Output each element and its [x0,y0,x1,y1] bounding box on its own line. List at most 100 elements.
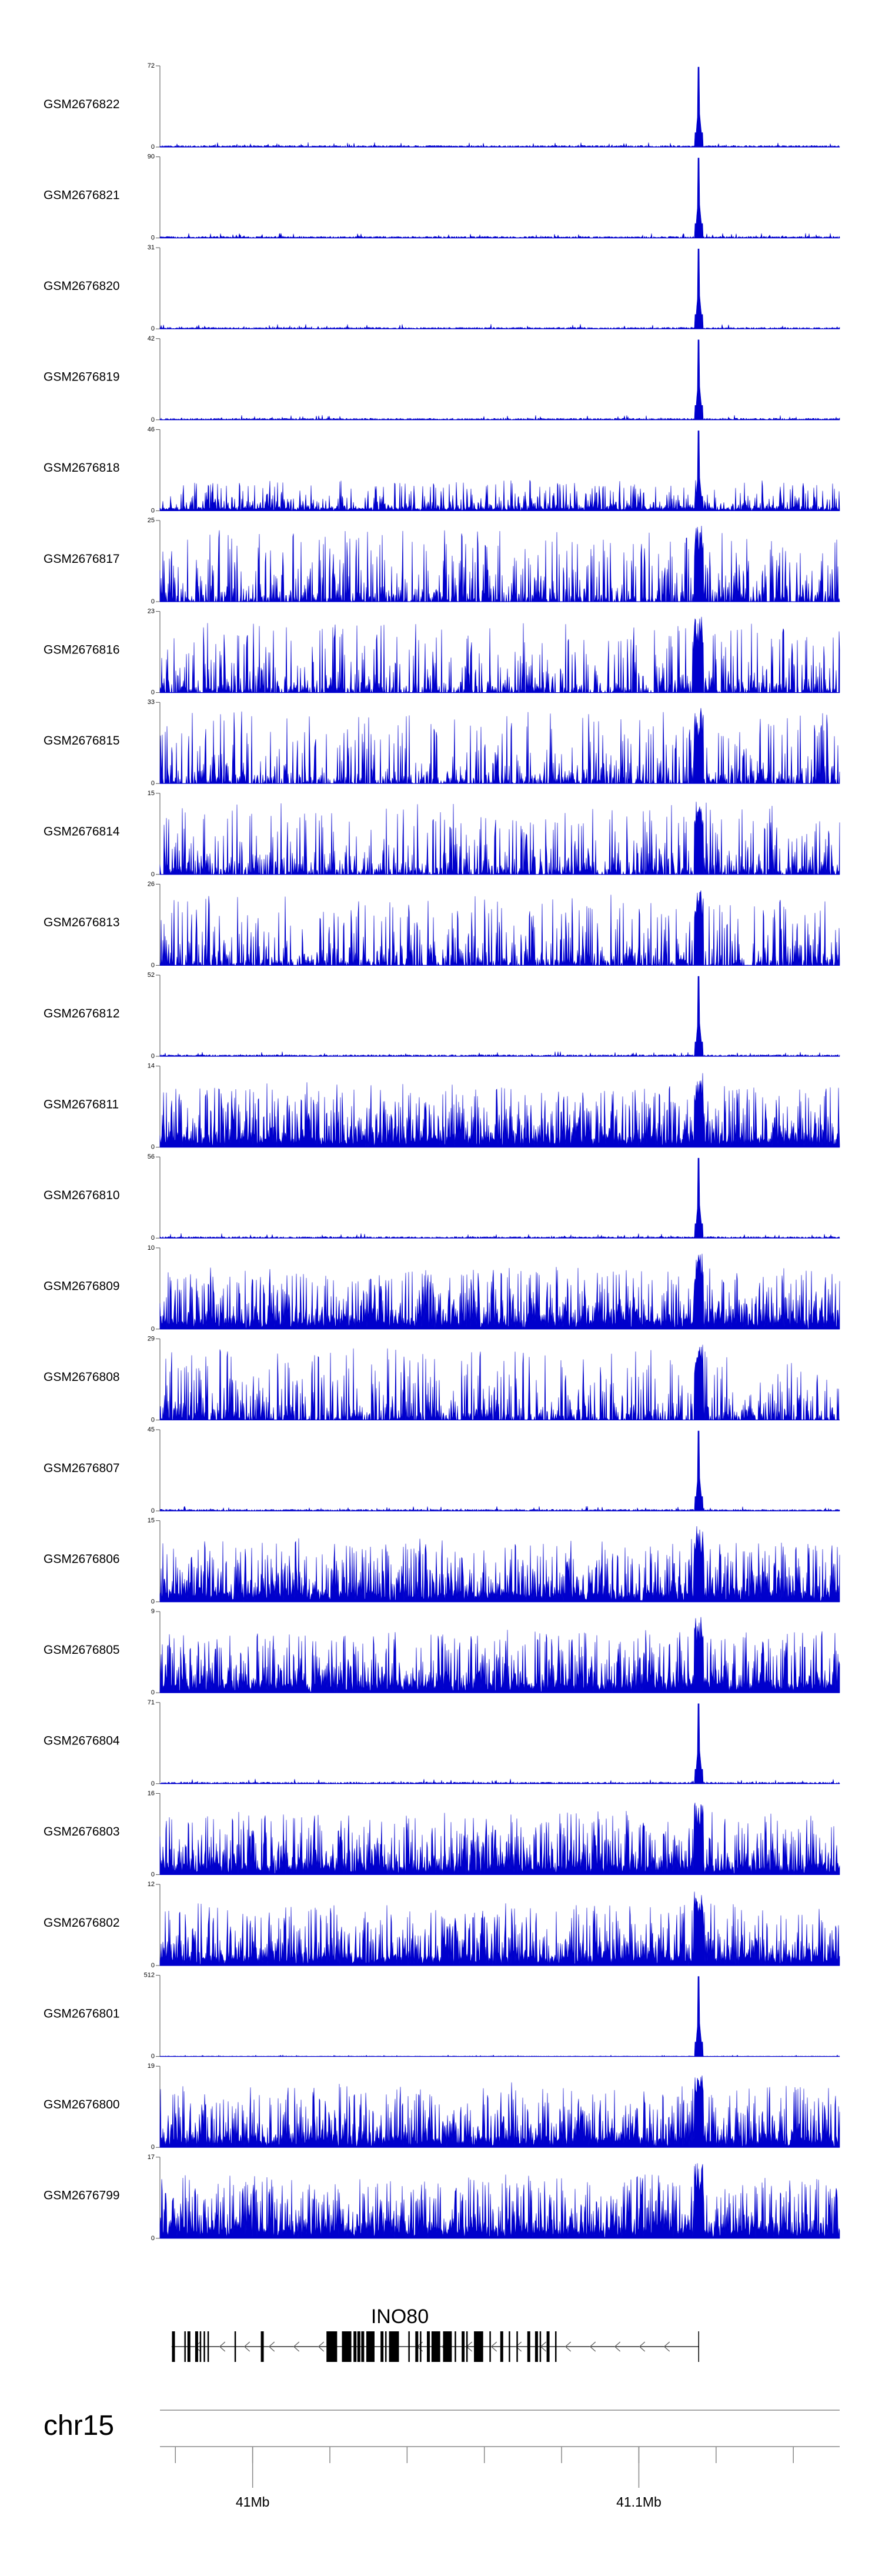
coverage-area [159,2075,840,2148]
axis-tick-label: 41.1Mb [616,2494,662,2510]
coverage-area [159,1073,840,1147]
y-min-label: 0 [151,962,155,969]
coverage-area [159,525,840,603]
gene-name: INO80 [371,2305,429,2328]
coverage-track: GSM2676811 14 0 [44,1063,840,1151]
coverage-track: GSM2676815 33 0 [44,699,840,787]
gene-exon [474,2331,483,2362]
y-max-label: 19 [148,2063,155,2070]
gene-annotation-track: INO80 [171,2305,700,2362]
coverage-track: GSM2676812 52 0 [44,972,840,1060]
coverage-area [159,2163,840,2239]
coverage-track: GSM2676805 9 0 [44,1608,840,1696]
coverage-area [159,1617,840,1693]
y-max-label: 90 [148,154,155,161]
gene-exon [489,2331,491,2362]
coverage-track: GSM2676810 56 0 [44,1153,840,1242]
y-min-label: 0 [151,144,155,151]
y-min-label: 0 [151,780,155,787]
track-label: GSM2676820 [44,279,120,293]
gene-exon [366,2331,375,2362]
coverage-track: GSM2676818 46 0 [44,426,840,514]
gene-exon [357,2331,360,2362]
coverage-area [159,976,840,1057]
y-max-label: 46 [148,426,155,433]
gene-exon [172,2331,175,2362]
y-min-label: 0 [151,1689,155,1696]
gene-exon [500,2331,503,2362]
gene-exon [527,2331,530,2362]
coverage-area [159,1157,840,1239]
track-label: GSM2676815 [44,734,120,748]
coverage-area [159,1976,840,2057]
strand-chevron [293,2341,300,2352]
track-label: GSM2676817 [44,552,120,566]
y-min-label: 0 [151,689,155,696]
gene-exon [385,2331,387,2362]
y-min-label: 0 [151,1599,155,1606]
y-max-label: 23 [148,608,155,615]
coverage-track: GSM2676822 72 0 [44,62,840,151]
y-min-label: 0 [151,598,155,605]
y-min-label: 0 [151,1871,155,1878]
strand-chevron [318,2341,325,2352]
gene-exon [539,2331,542,2362]
y-max-label: 25 [148,517,155,524]
y-max-label: 42 [148,335,155,342]
y-max-label: 10 [148,1244,155,1252]
gene-exon [396,2331,399,2362]
coverage-track: GSM2676804 71 0 [44,1699,840,1787]
track-label: GSM2676813 [44,916,120,929]
y-max-label: 56 [148,1153,155,1160]
y-max-label: 45 [148,1426,155,1433]
coverage-track: GSM2676809 10 0 [44,1244,840,1333]
gene-exon [516,2331,518,2362]
y-min-label: 0 [151,235,155,242]
track-label: GSM2676816 [44,643,120,656]
strand-chevron [268,2341,275,2352]
coverage-area [159,1344,840,1421]
coverage-track: GSM2676801 512 0 [44,1972,840,2060]
gene-exon [260,2331,264,2362]
y-min-label: 0 [151,871,155,878]
track-label: GSM2676802 [44,1916,120,1930]
y-min-label: 0 [151,1144,155,1151]
gene-exon [443,2331,452,2362]
gene-exon [195,2331,198,2362]
y-min-label: 0 [151,325,155,332]
coverage-area [159,248,840,330]
track-label: GSM2676814 [44,825,120,839]
y-max-label: 9 [151,1608,155,1615]
y-max-label: 512 [144,1972,155,1979]
y-min-label: 0 [151,2235,155,2242]
track-label: GSM2676803 [44,1825,120,1838]
track-label: GSM2676808 [44,1370,120,1384]
track-label: GSM2676812 [44,1007,120,1020]
y-min-label: 0 [151,2144,155,2151]
strand-chevron [639,2341,646,2352]
gene-exon [207,2331,209,2362]
y-min-label: 0 [151,1234,155,1242]
strand-chevron [243,2341,250,2352]
gene-exon [187,2331,191,2362]
y-max-label: 52 [148,972,155,979]
track-label: GSM2676799 [44,2189,120,2203]
strand-chevron [564,2341,572,2352]
gene-exon [343,2331,352,2362]
track-label: GSM2676805 [44,1643,120,1657]
gene-exon [408,2331,410,2362]
coverage-area [159,66,840,148]
coverage-area [159,1803,840,1875]
coverage-area [159,708,840,785]
strand-chevron [589,2341,596,2352]
coverage-area [159,158,840,239]
gene-exon [234,2331,236,2362]
coverage-track: GSM2676799 17 0 [44,2154,840,2242]
y-max-label: 14 [148,1063,155,1070]
y-min-label: 0 [151,416,155,423]
coverage-tracks: GSM2676822720GSM2676821900GSM2676820310G… [44,62,840,2242]
coverage-track: GSM2676814 15 0 [44,790,840,878]
y-min-label: 0 [151,1416,155,1423]
gene-exon [203,2331,205,2362]
